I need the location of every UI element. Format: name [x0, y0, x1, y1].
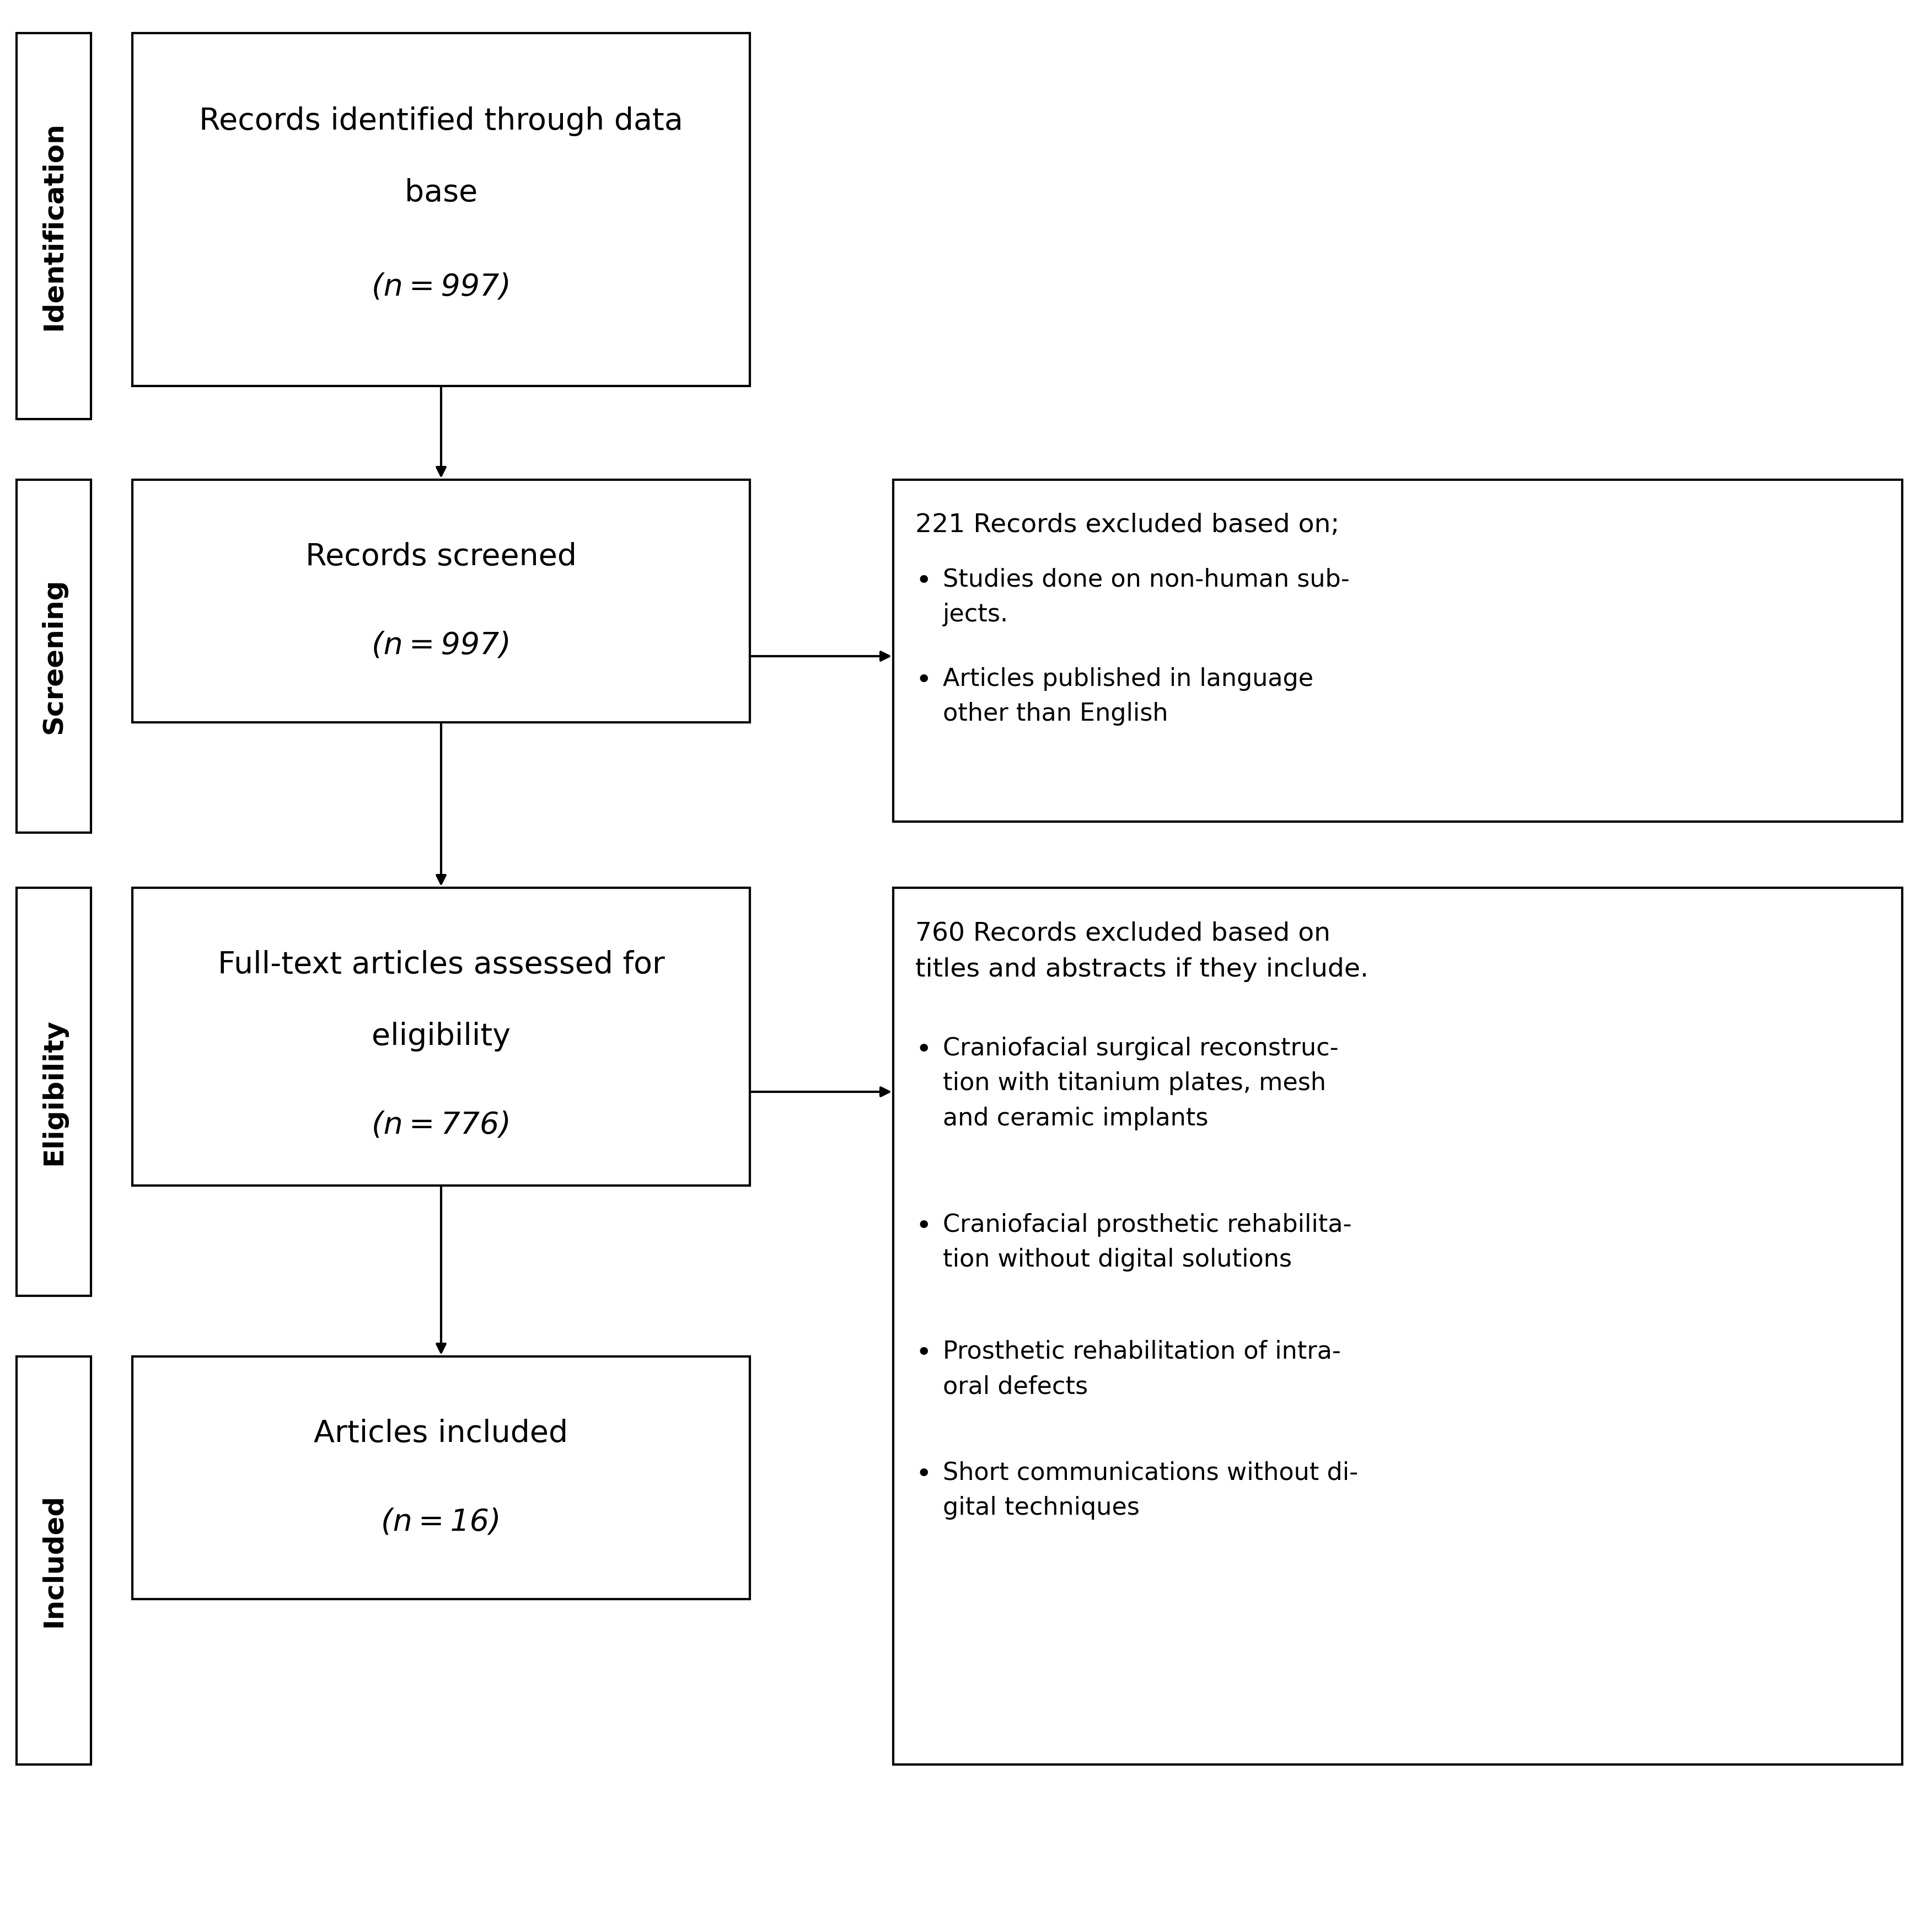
Text: •: •: [916, 568, 931, 595]
Bar: [131, 1356, 750, 1599]
Bar: [131, 480, 750, 722]
Text: 221 Records excluded based on;: 221 Records excluded based on;: [916, 513, 1339, 538]
Text: (n = 776): (n = 776): [371, 1110, 510, 1139]
Text: Included: Included: [41, 1494, 68, 1628]
Bar: [131, 33, 750, 386]
Text: Eligibility: Eligibility: [41, 1018, 68, 1165]
Bar: [17, 887, 91, 1296]
Text: (n = 997): (n = 997): [371, 273, 510, 301]
Text: Studies done on non-human sub-
jects.: Studies done on non-human sub- jects.: [943, 568, 1350, 626]
Text: Short communications without di-
gital techniques: Short communications without di- gital t…: [943, 1461, 1358, 1521]
Text: Full-text articles assessed for: Full-text articles assessed for: [218, 950, 665, 979]
Bar: [17, 480, 91, 833]
Text: Identification: Identification: [41, 121, 68, 330]
Text: •: •: [916, 1340, 931, 1367]
Text: (n = 997): (n = 997): [371, 630, 510, 660]
Bar: [17, 33, 91, 419]
Text: Craniofacial surgical reconstruc-
tion with titanium plates, mesh
and ceramic im: Craniofacial surgical reconstruc- tion w…: [943, 1037, 1339, 1131]
Bar: [893, 480, 1903, 822]
Text: •: •: [916, 1213, 931, 1240]
Bar: [893, 887, 1903, 1764]
Bar: [131, 887, 750, 1185]
Text: •: •: [916, 668, 931, 693]
Text: •: •: [916, 1037, 931, 1064]
Text: Articles included: Articles included: [315, 1419, 568, 1448]
Text: Screening: Screening: [41, 578, 68, 733]
Text: eligibility: eligibility: [371, 1021, 510, 1052]
Text: base: base: [404, 179, 477, 207]
Text: Prosthetic rehabilitation of intra-
oral defects: Prosthetic rehabilitation of intra- oral…: [943, 1340, 1341, 1398]
Text: Records screened: Records screened: [305, 541, 578, 572]
Text: (n = 16): (n = 16): [381, 1507, 500, 1536]
Text: •: •: [916, 1461, 931, 1488]
Text: Records identified through data: Records identified through data: [199, 106, 684, 136]
Text: 760 Records excluded based on
titles and abstracts if they include.: 760 Records excluded based on titles and…: [916, 922, 1368, 981]
Text: Articles published in language
other than English: Articles published in language other tha…: [943, 668, 1314, 726]
Text: Craniofacial prosthetic rehabilita-
tion without digital solutions: Craniofacial prosthetic rehabilita- tion…: [943, 1213, 1352, 1271]
Bar: [17, 1356, 91, 1764]
